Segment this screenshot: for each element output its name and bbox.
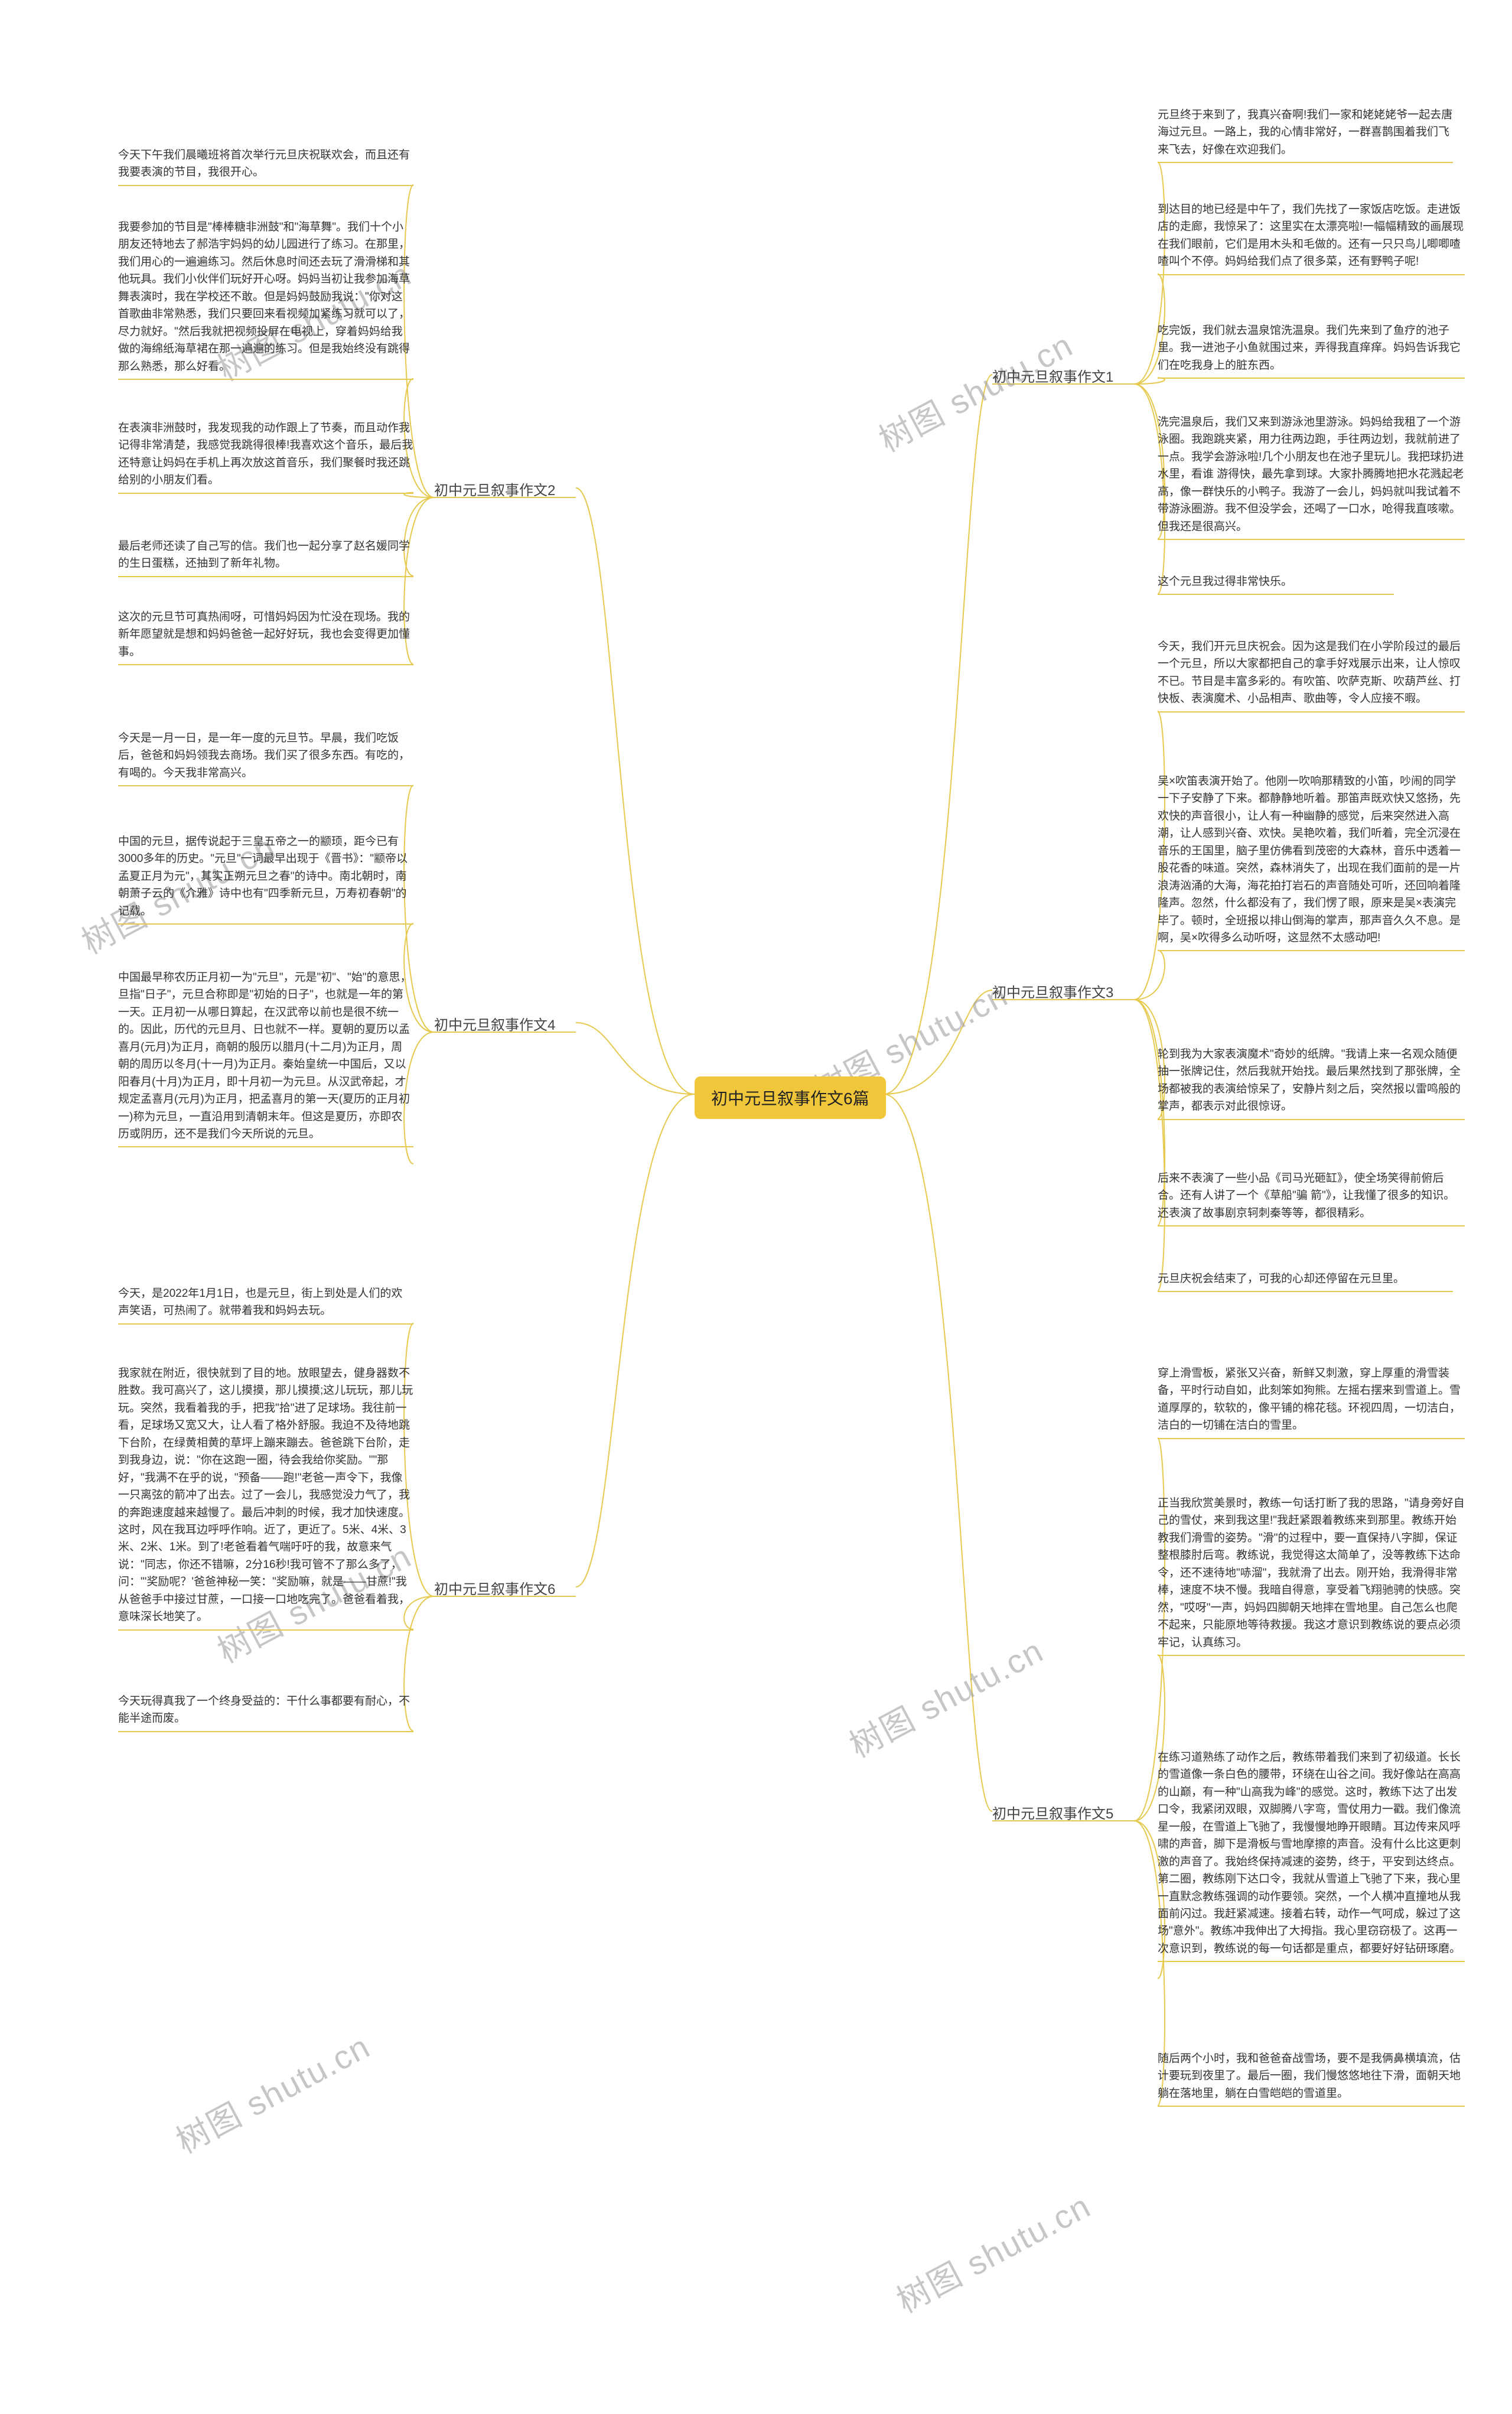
leaf-node: 今天是一月一日，是一年一度的元旦节。早晨，我们吃饭后，爸爸和妈妈领我去商场。我们… xyxy=(118,730,413,786)
leaf-node: 今天下午我们晨曦班将首次举行元旦庆祝联欢会，而且还有我要表演的节目，我很开心。 xyxy=(118,147,413,186)
leaf-node: 吃完饭，我们就去温泉馆洗温泉。我们先来到了鱼疗的池子里。我一进池子小鱼就围过来，… xyxy=(1158,322,1465,379)
leaf-node: 最后老师还读了自己写的信。我们也一起分享了赵名媛同学的生日蛋糕，还抽到了新年礼物… xyxy=(118,538,413,577)
leaf-node: 随后两个小时，我和爸爸奋战雪场，要不是我俩鼻横填流，估计要玩到夜里了。最后一圈，… xyxy=(1158,2050,1465,2107)
leaf-node: 到达目的地已经是中午了，我们先找了一家饭店吃饭。走进饭店的走廊，我惊呆了：这里实… xyxy=(1158,201,1465,275)
leaf-node: 穿上滑雪板，紧张又兴奋，新鲜又刺激，穿上厚重的滑雪装备，平时行动自如，此刻笨如狗… xyxy=(1158,1365,1465,1439)
leaf-node: 中国最早称农历正月初一为"元旦"，元是"初"、"始"的意思，旦指"日子"，元旦合… xyxy=(118,969,413,1147)
leaf-node: 今天，我们开元旦庆祝会。因为这是我们在小学阶段过的最后一个元旦，所以大家都把自己… xyxy=(1158,638,1465,713)
watermark: 树图 shutu.cn xyxy=(869,319,1080,461)
center-node: 初中元旦叙事作文6篇 xyxy=(695,1076,886,1119)
branch-label: 初中元旦叙事作文2 xyxy=(434,479,555,499)
leaf-node: 后来不表演了一些小品《司马光砸缸》，使全场笑得前俯后合。还有人讲了一个《草船"骗… xyxy=(1158,1170,1465,1226)
leaf-node: 今天，是2022年1月1日，也是元旦，街上到处是人们的欢声笑语，可热闹了。就带着… xyxy=(118,1285,413,1325)
leaf-node: 这个元旦我过得非常快乐。 xyxy=(1158,573,1394,595)
leaf-node: 元旦庆祝会结束了，可我的心却还停留在元旦里。 xyxy=(1158,1270,1453,1292)
leaf-node: 我要参加的节目是"棒棒糖非洲鼓"和"海草舞"。我们十个小朋友还特地去了郝浩宇妈妈… xyxy=(118,219,413,380)
leaf-node: 在练习道熟练了动作之后，教练带着我们来到了初级道。长长的雪道像一条白色的腰带，环… xyxy=(1158,1749,1465,1962)
leaf-node: 这次的元旦节可真热闹呀，可惜妈妈因为忙没在现场。我的新年愿望就是想和妈妈爸爸一起… xyxy=(118,609,413,665)
watermark: 树图 shutu.cn xyxy=(887,2180,1098,2322)
leaf-node: 今天玩得真我了一个终身受益的：干什么事都要有耐心，不能半途而废。 xyxy=(118,1693,413,1732)
leaf-node: 在表演非洲鼓时，我发现我的动作跟上了节奏，而且动作我记得非常清楚，我感觉我跳得很… xyxy=(118,419,413,494)
watermark: 树图 shutu.cn xyxy=(167,2021,377,2163)
leaf-node: 吴×吹笛表演开始了。他刚一吹响那精致的小笛，吵闹的同学一下子安静了下来。都静静地… xyxy=(1158,773,1465,951)
leaf-node: 我家就在附近，很快就到了目的地。放眼望去，健身器数不胜数。我可高兴了，这儿摸摸，… xyxy=(118,1365,413,1631)
leaf-node: 正当我欣赏美景时，教练一句话打断了我的思路，"请身旁好自己的雪仗，来到我这里!"… xyxy=(1158,1495,1465,1656)
leaf-node: 轮到我为大家表演魔术"奇妙的纸牌。"我请上来一名观众随便抽一张牌记住，然后我就开… xyxy=(1158,1046,1465,1120)
leaf-node: 中国的元旦，据传说起于三皇五帝之一的颛顼，距今已有3000多年的历史。"元旦"一… xyxy=(118,833,413,925)
branch-label: 初中元旦叙事作文4 xyxy=(434,1013,555,1034)
leaf-node: 洗完温泉后，我们又来到游泳池里游泳。妈妈给我租了一个游泳圈。我跑跳夹紧，用力往两… xyxy=(1158,414,1465,540)
branch-label: 初中元旦叙事作文5 xyxy=(992,1802,1113,1823)
leaf-node: 元旦终于来到了，我真兴奋啊!我们一家和姥姥姥爷一起去唐海过元旦。一路上，我的心情… xyxy=(1158,106,1453,163)
branch-label: 初中元旦叙事作文1 xyxy=(992,365,1113,386)
watermark: 树图 shutu.cn xyxy=(840,1625,1051,1767)
branch-label: 初中元旦叙事作文6 xyxy=(434,1577,555,1598)
branch-label: 初中元旦叙事作文3 xyxy=(992,981,1113,1001)
